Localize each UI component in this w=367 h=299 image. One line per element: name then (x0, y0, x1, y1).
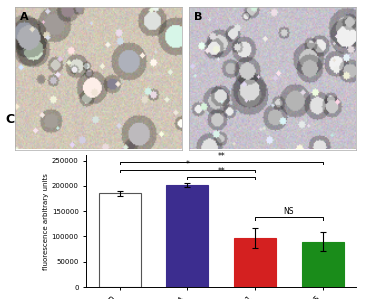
Bar (302, 242, 344, 287)
Text: NS: NS (284, 207, 294, 216)
Bar (98, 193, 141, 287)
Bar (166, 185, 208, 287)
Text: *: * (185, 160, 189, 169)
Text: B: B (194, 12, 202, 22)
Text: **: ** (217, 152, 225, 161)
Text: C: C (5, 113, 14, 126)
Bar (234, 238, 276, 287)
Text: **: ** (217, 167, 225, 176)
Y-axis label: fluorescence arbitrary units: fluorescence arbitrary units (43, 173, 49, 270)
Text: A: A (20, 12, 28, 22)
